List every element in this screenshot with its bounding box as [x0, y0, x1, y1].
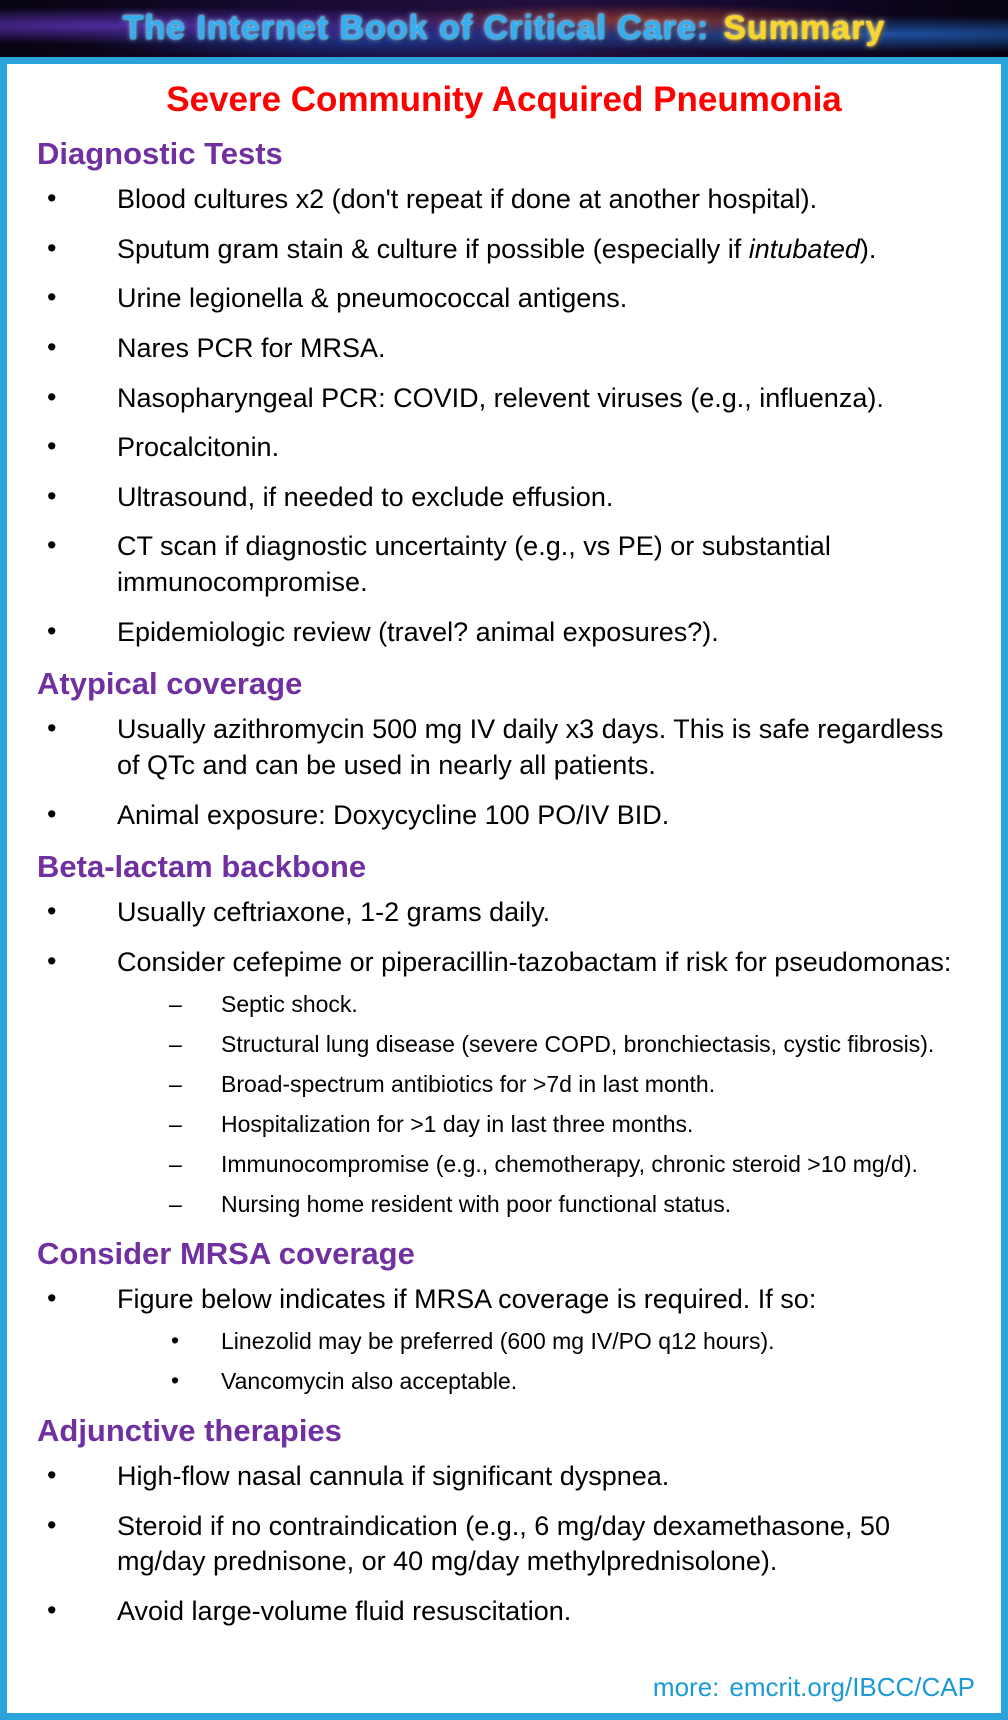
footer: more: emcrit.org/IBCC/CAP: [653, 1672, 975, 1703]
header-banner: The Internet Book of Critical Care: Summ…: [0, 0, 1008, 57]
section-heading-atypical-coverage: Atypical coverage: [37, 666, 303, 702]
section-beta-lactam-backbone: Beta-lactam backbone Usually ceftriaxone…: [37, 849, 971, 1220]
dash-item: Nursing home resident with poor function…: [169, 1190, 971, 1220]
list-item-text: CT scan if diagnostic uncertainty (e.g.,…: [117, 531, 831, 597]
dash-item-text: Immunocompromise (e.g., chemotherapy, ch…: [221, 1150, 918, 1177]
section-consider-mrsa-coverage: Consider MRSA coverage Figure below indi…: [37, 1236, 971, 1397]
list-item-text: Usually azithromycin 500 mg IV daily x3 …: [117, 714, 944, 780]
list-item: Nasopharyngeal PCR: COVID, relevent viru…: [37, 380, 971, 417]
dash-item: Immunocompromise (e.g., chemotherapy, ch…: [169, 1150, 971, 1180]
list-item-italic-text: intubated: [748, 233, 860, 264]
section-heading-beta-lactam-backbone: Beta-lactam backbone: [37, 849, 367, 885]
pseudomonas-risk-list: Septic shock. Structural lung disease (s…: [169, 990, 971, 1219]
list-item: High-flow nasal cannula if significant d…: [37, 1458, 971, 1495]
dash-item-text: Broad-spectrum antibiotics for >7d in la…: [221, 1071, 716, 1098]
list-item-text: Nares PCR for MRSA.: [117, 332, 386, 363]
dash-item: Septic shock.: [169, 990, 971, 1020]
mrsa-options-list: Linezolid may be preferred (600 mg IV/PO…: [169, 1326, 971, 1397]
footer-more-label: more:: [652, 1672, 720, 1702]
list-item: Ultrasound, if needed to exclude effusio…: [37, 479, 971, 516]
section-adjunctive-therapies: Adjunctive therapies High-flow nasal can…: [37, 1413, 971, 1630]
list-item: Blood cultures x2 (don't repeat if done …: [37, 181, 971, 218]
diagnostic-tests-list: Blood cultures x2 (don't repeat if done …: [37, 181, 971, 651]
list-item: Figure below indicates if MRSA coverage …: [37, 1281, 971, 1397]
list-item: Usually ceftriaxone, 1-2 grams daily.: [37, 894, 971, 931]
adjunctive-therapies-list: High-flow nasal cannula if significant d…: [37, 1458, 971, 1630]
sub-bullet-item: Linezolid may be preferred (600 mg IV/PO…: [169, 1326, 971, 1357]
list-item: Epidemiologic review (travel? animal exp…: [37, 614, 971, 651]
list-item-text: Animal exposure: Doxycycline 100 PO/IV B…: [117, 799, 670, 830]
sub-bullet-item-text: Vancomycin also acceptable.: [221, 1368, 518, 1395]
dash-item-text: Hospitalization for >1 day in last three…: [221, 1111, 694, 1138]
list-item: CT scan if diagnostic uncertainty (e.g.,…: [37, 528, 971, 600]
section-heading-consider-mrsa-coverage: Consider MRSA coverage: [37, 1235, 415, 1271]
list-item-text: Usually ceftriaxone, 1-2 grams daily.: [117, 897, 551, 928]
list-item: Urine legionella & pneumococcal antigens…: [37, 280, 971, 317]
section-atypical-coverage: Atypical coverage Usually azithromycin 5…: [37, 666, 971, 833]
list-item: Nares PCR for MRSA.: [37, 330, 971, 367]
list-item-text: Sputum gram stain & culture if possible …: [117, 233, 749, 264]
list-item: Consider cefepime or piperacillin-tazoba…: [37, 944, 971, 1220]
banner-title-main: The Internet Book of Critical Care:: [122, 9, 710, 47]
atypical-coverage-list: Usually azithromycin 500 mg IV daily x3 …: [37, 711, 971, 834]
section-diagnostic-tests: Diagnostic Tests Blood cultures x2 (don'…: [37, 136, 971, 650]
footer-link[interactable]: emcrit.org/IBCC/CAP: [729, 1672, 975, 1702]
dash-item: Broad-spectrum antibiotics for >7d in la…: [169, 1070, 971, 1100]
dash-item-text: Structural lung disease (severe COPD, br…: [221, 1031, 935, 1058]
list-item: Steroid if no contraindication (e.g., 6 …: [37, 1508, 971, 1580]
list-item-text: Steroid if no contraindication (e.g., 6 …: [117, 1510, 890, 1577]
list-item-text: Blood cultures x2 (don't repeat if done …: [117, 184, 818, 214]
dash-item-text: Nursing home resident with poor function…: [221, 1190, 732, 1217]
page-title: Severe Community Acquired Pneumonia: [166, 80, 842, 119]
dash-item: Hospitalization for >1 day in last three…: [169, 1110, 971, 1140]
sub-bullet-item: Vancomycin also acceptable.: [169, 1366, 971, 1397]
list-item-text: Procalcitonin.: [117, 432, 280, 463]
list-item-text: Nasopharyngeal PCR: COVID, relevent viru…: [117, 382, 884, 413]
list-item-text: High-flow nasal cannula if significant d…: [117, 1461, 670, 1492]
sub-bullet-item-text: Linezolid may be preferred (600 mg IV/PO…: [221, 1328, 775, 1355]
list-item: Animal exposure: Doxycycline 100 PO/IV B…: [37, 797, 971, 834]
list-item-text: Figure below indicates if MRSA coverage …: [117, 1283, 817, 1314]
list-item-text: ).: [859, 233, 877, 264]
list-item-text: Ultrasound, if needed to exclude effusio…: [117, 481, 614, 512]
list-item: Sputum gram stain & culture if possible …: [37, 231, 971, 268]
list-item: Usually azithromycin 500 mg IV daily x3 …: [37, 711, 971, 783]
list-item-text: Avoid large-volume fluid resuscitation.: [117, 1596, 572, 1626]
list-item-text: Consider cefepime or piperacillin-tazoba…: [117, 946, 952, 977]
list-item: Avoid large-volume fluid resuscitation.: [37, 1593, 971, 1630]
section-heading-diagnostic-tests: Diagnostic Tests: [37, 136, 283, 171]
list-item-text: Urine legionella & pneumococcal antigens…: [117, 283, 628, 314]
list-item: Procalcitonin.: [37, 429, 971, 466]
banner-title-accent: Summary: [723, 9, 886, 47]
dash-item: Structural lung disease (severe COPD, br…: [169, 1030, 971, 1060]
beta-lactam-list: Usually ceftriaxone, 1-2 grams daily. Co…: [37, 894, 971, 1220]
dash-item-text: Septic shock.: [221, 991, 358, 1018]
mrsa-coverage-list: Figure below indicates if MRSA coverage …: [37, 1281, 971, 1397]
section-heading-adjunctive-therapies: Adjunctive therapies: [37, 1413, 342, 1449]
content-frame: Severe Community Acquired Pneumonia Diag…: [0, 57, 1008, 1720]
list-item-text: Epidemiologic review (travel? animal exp…: [117, 616, 719, 647]
